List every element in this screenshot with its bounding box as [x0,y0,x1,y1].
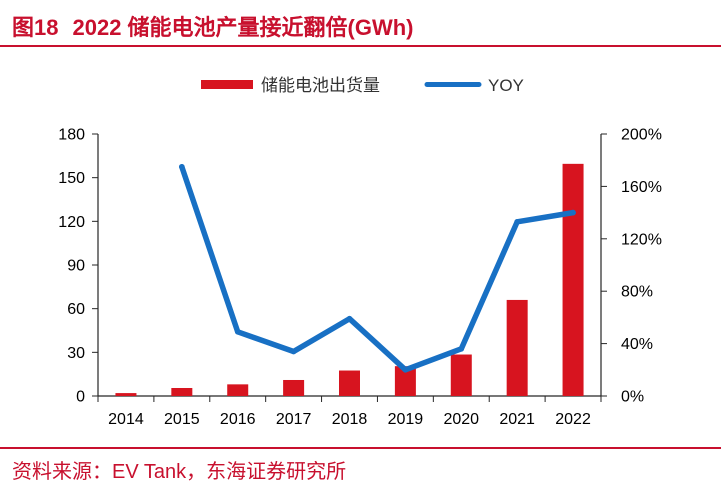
yoy-point-2019 [402,367,409,373]
legend-bar-swatch [201,80,253,89]
left-tick-label: 60 [67,301,85,318]
bar-2016 [227,384,249,396]
yoy-line-group [179,163,576,373]
legend-bar-label: 储能电池出货量 [261,76,380,95]
right-tick-label: 200% [621,127,662,144]
figure-label: 图18 [12,15,59,40]
x-tick-label: 2019 [388,411,424,428]
yoy-point-2017 [290,348,297,355]
x-tick-label: 2014 [108,411,144,428]
top-rule [0,45,721,47]
legend: 储能电池出货量 YOY [201,76,524,95]
title-text: 2022 储能电池产量接近翻倍(GWh) [72,15,414,40]
right-tick-label: 120% [621,231,662,248]
source-note: 资料来源：EV Tank，东海证券研究所 [12,461,347,483]
yoy-point-2021 [514,218,520,225]
bar-2015 [171,387,193,396]
bar-2020 [450,354,472,396]
left-tick-label: 180 [58,127,85,144]
x-tick-label: 2020 [443,411,479,428]
left-tick-label: 90 [67,258,85,275]
x-tick-label: 2015 [164,411,200,428]
bar-2019 [394,366,416,396]
chart-title: 图18 2022 储能电池产量接近翻倍(GWh) [12,10,414,42]
yoy-point-2015 [179,163,185,170]
left-tick-label: 120 [58,214,85,231]
left-tick-label: 150 [58,170,85,187]
bottom-rule [0,447,721,449]
right-tick-label: 80% [621,284,653,301]
right-tick-label: 160% [621,179,662,196]
x-tick-label: 2016 [220,411,256,428]
yoy-point-2020 [458,346,465,352]
bar-2014 [115,393,137,396]
x-tick-label: 2017 [276,411,312,428]
x-tick-label: 2022 [555,411,591,428]
bar-2017 [283,379,305,396]
yoy-line [179,164,576,373]
bar-2018 [339,370,360,396]
bars [115,163,584,396]
yoy-point-2018 [346,315,353,322]
x-tick-label: 2018 [332,411,368,428]
right-tick-label: 40% [621,336,653,353]
left-tick-label: 0 [76,389,85,406]
x-tick-label: 2021 [499,411,535,428]
legend-line-label: YOY [488,76,524,95]
right-tick-label: 0% [621,389,644,406]
bar-2022 [562,163,584,396]
yoy-point-2016 [234,329,241,335]
bar-2021 [506,299,528,396]
left-tick-label: 30 [67,345,85,362]
yoy-point-2022 [570,209,576,216]
